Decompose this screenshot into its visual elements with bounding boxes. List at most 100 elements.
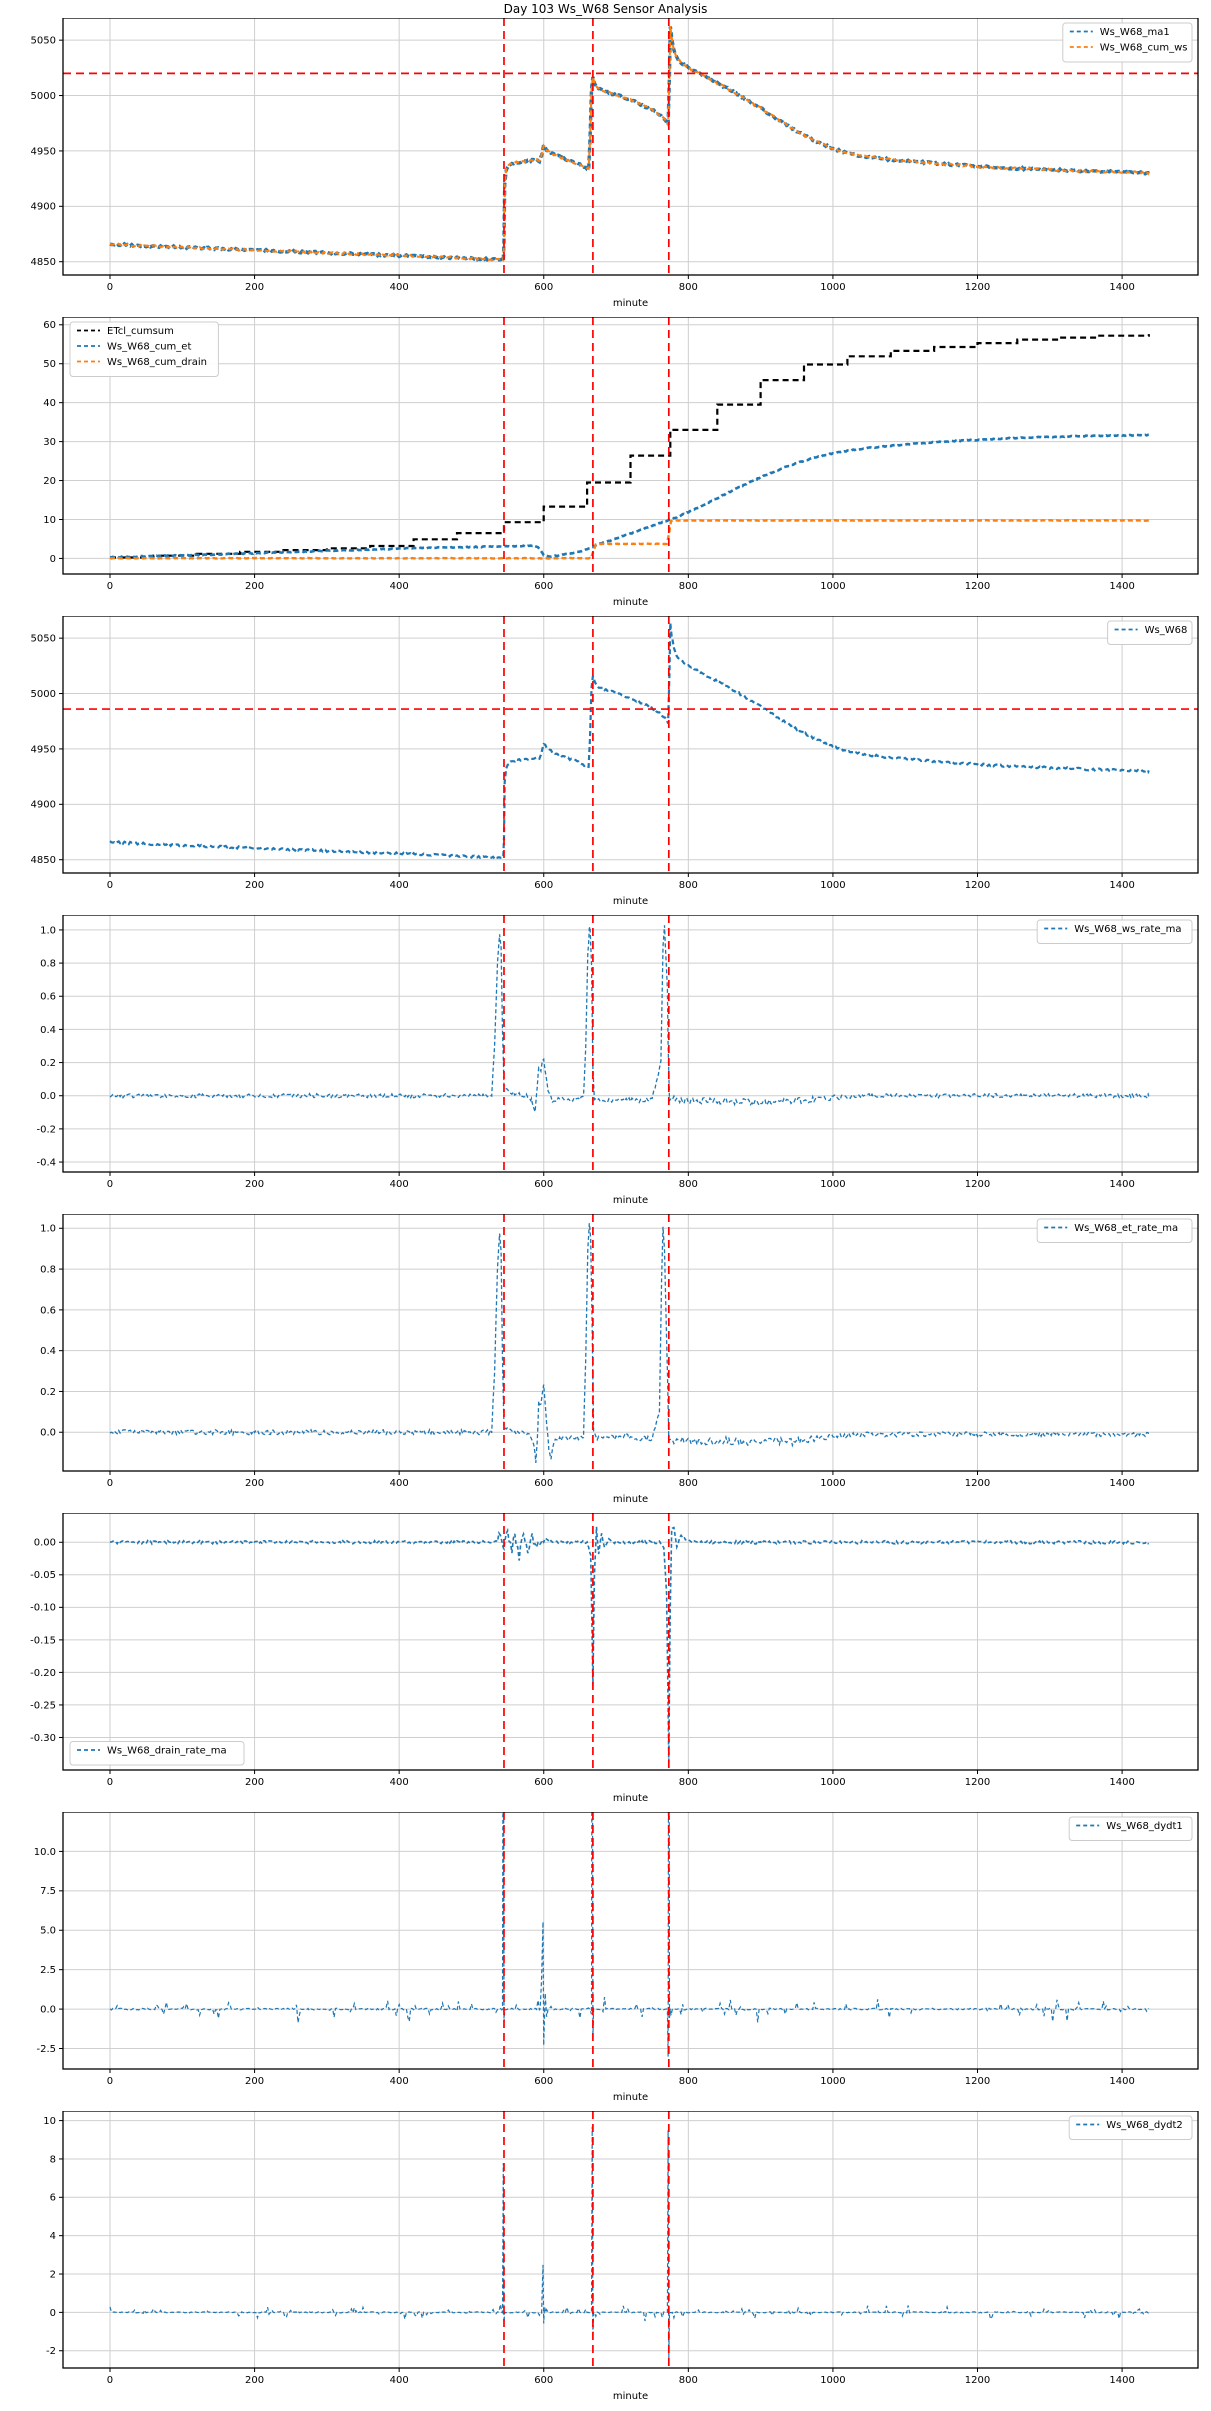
legend-label: ETcl_cumsum [107,326,174,337]
y-tick-label: 40 [43,398,56,409]
axes-border [62,18,1199,276]
x-tick-label: 1200 [965,880,990,891]
y-tick-label: 4850 [31,855,56,866]
x-tick-label: 1400 [1109,1777,1134,1788]
y-tick-label: 0 [50,554,56,565]
y-tick-label: 5000 [31,91,56,102]
x-tick-label: 800 [679,1777,698,1788]
y-tick-label: 4850 [31,257,56,268]
y-tick-label: 0.0 [40,1428,56,1439]
x-tick-label: 400 [390,2076,409,2087]
y-tick-label: 1.0 [40,1224,56,1235]
x-tick-label: 1000 [820,581,845,592]
y-tick-label: 8 [50,2154,56,2165]
legend-box [1068,1816,1193,1841]
y-tick-label: -0.2 [36,1124,56,1135]
legend-label: Ws_W68_et_rate_ma [1074,1223,1178,1234]
x-tick-label: 1200 [965,2076,990,2087]
y-tick-label: 4900 [31,202,56,213]
y-tick-label: 5000 [31,689,56,700]
y-tick-label: 5.0 [40,1926,56,1937]
legend-label: Ws_W68_dydt2 [1106,2120,1183,2131]
x-tick-label: 200 [245,2076,264,2087]
y-tick-label: -0.15 [30,1635,56,1646]
x-tick-label: 600 [534,581,553,592]
y-tick-label: 10 [43,515,56,526]
plot-area [109,1214,1150,1471]
y-tick-label: 2 [50,2269,56,2280]
x-tick-label: 0 [107,880,113,891]
legend-box [1062,22,1193,63]
y-tick-label: 20 [43,476,56,487]
x-tick-label: 1400 [1109,1478,1134,1489]
x-tick-label: 0 [107,1777,113,1788]
y-tick-label: 0.00 [34,1538,56,1549]
legend-label: Ws_W68_cum_et [107,342,191,353]
y-tick-label: -0.20 [30,1668,56,1679]
series-Ws_W68_et_rate_ma [109,1223,1150,1464]
y-tick-label: -0.4 [36,1157,56,1168]
x-tick-label: 800 [679,1478,698,1489]
x-tick-label: 1000 [820,880,845,891]
y-tick-label: 30 [43,437,56,448]
x-axis-label: minute [613,2092,648,2103]
x-tick-label: 400 [390,1777,409,1788]
legend-label: Ws_W68_cum_ws [1100,43,1188,54]
y-tick-label: 0 [50,2308,56,2319]
subplot-ws-w68: 0 200 400 600 800 1000 1200 1400 4850 4900 4950 500… [31,616,1199,907]
legend-label: Ws_W68_ws_rate_ma [1074,924,1181,935]
x-tick-label: 200 [245,1478,264,1489]
x-tick-label: 600 [534,1179,553,1190]
legend: ETcl_cumsum Ws_W68_cum_et Ws_W68_cum_drain [69,321,219,377]
y-tick-label: 4 [50,2231,56,2242]
y-tick-label: 0.0 [40,2004,56,2015]
subplot-ws-w68-ma1-and-cum-ws: 0 200 400 600 800 1000 1200 1400 4850 4900 4950 500… [31,18,1199,309]
plot-area [109,317,1150,574]
y-tick-label: 4950 [31,744,56,755]
legend: Ws_W68_dydt1 [1068,1816,1193,1841]
x-tick-label: 400 [390,1478,409,1489]
x-axis-label: minute [613,597,648,608]
x-tick-label: 1200 [965,1478,990,1489]
legend: Ws_W68_ws_rate_ma [1036,919,1193,944]
legend: Ws_W68_drain_rate_ma [69,1741,245,1766]
x-tick-label: 1000 [820,1478,845,1489]
legend-label: Ws_W68 [1145,625,1188,636]
y-tick-label: 1.0 [40,925,56,936]
x-tick-label: 400 [390,880,409,891]
x-tick-label: 0 [107,2076,113,2087]
subplot-et-rate-ma: 0 200 400 600 800 1000 1200 1400 0.0 0.2 0.4 0.6 0.8… [40,1214,1199,1505]
y-tick-label: 50 [43,359,56,370]
legend-box [69,321,219,377]
plot-area [109,915,1150,1172]
subplot-dydt1: 0 200 400 600 800 1000 1200 1400 -2.5 0.0 2.5 5.0 7.… [34,1812,1199,2103]
y-tick-label: 7.5 [40,1886,56,1897]
x-tick-label: 1400 [1109,2375,1134,2386]
x-tick-label: 1000 [820,1179,845,1190]
plot-area [63,616,1198,873]
chart-title: Day 103 Ws_W68 Sensor Analysis [503,2,708,16]
x-tick-label: 800 [679,2076,698,2087]
x-tick-label: 600 [534,282,553,293]
series-Ws_W68_dydt2 [109,2126,1150,2361]
x-tick-label: 1200 [965,1179,990,1190]
axes-border [62,2111,1199,2369]
x-tick-label: 600 [534,880,553,891]
x-tick-label: 1400 [1109,2076,1134,2087]
legend-label: Ws_W68_dydt1 [1106,1821,1183,1832]
series-Ws_W68_ma1 [109,26,1151,266]
x-tick-label: 1400 [1109,1179,1134,1190]
series-Ws_W68_drain_rate_ma [109,1526,1149,1762]
x-tick-label: 400 [390,2375,409,2386]
x-tick-label: 400 [390,581,409,592]
x-tick-label: 200 [245,1777,264,1788]
y-tick-label: 0.4 [40,1025,56,1036]
x-tick-label: 0 [107,282,113,293]
series-Ws_W68_ws_rate_ma [109,925,1150,1113]
subplot-ws-rate-ma: 0 200 400 600 800 1000 1200 1400 -0.4 -0.2 0.0 0.2 0… [36,915,1199,1206]
x-tick-label: 800 [679,1179,698,1190]
series-Ws_W68_dydt1 [109,1812,1150,2057]
subplot-dydt2: 0 200 400 600 800 1000 1200 1400 -2 0 2 4 6 8 10 minute… [43,2111,1199,2402]
plot-area [109,1812,1150,2069]
x-tick-label: 600 [534,2375,553,2386]
